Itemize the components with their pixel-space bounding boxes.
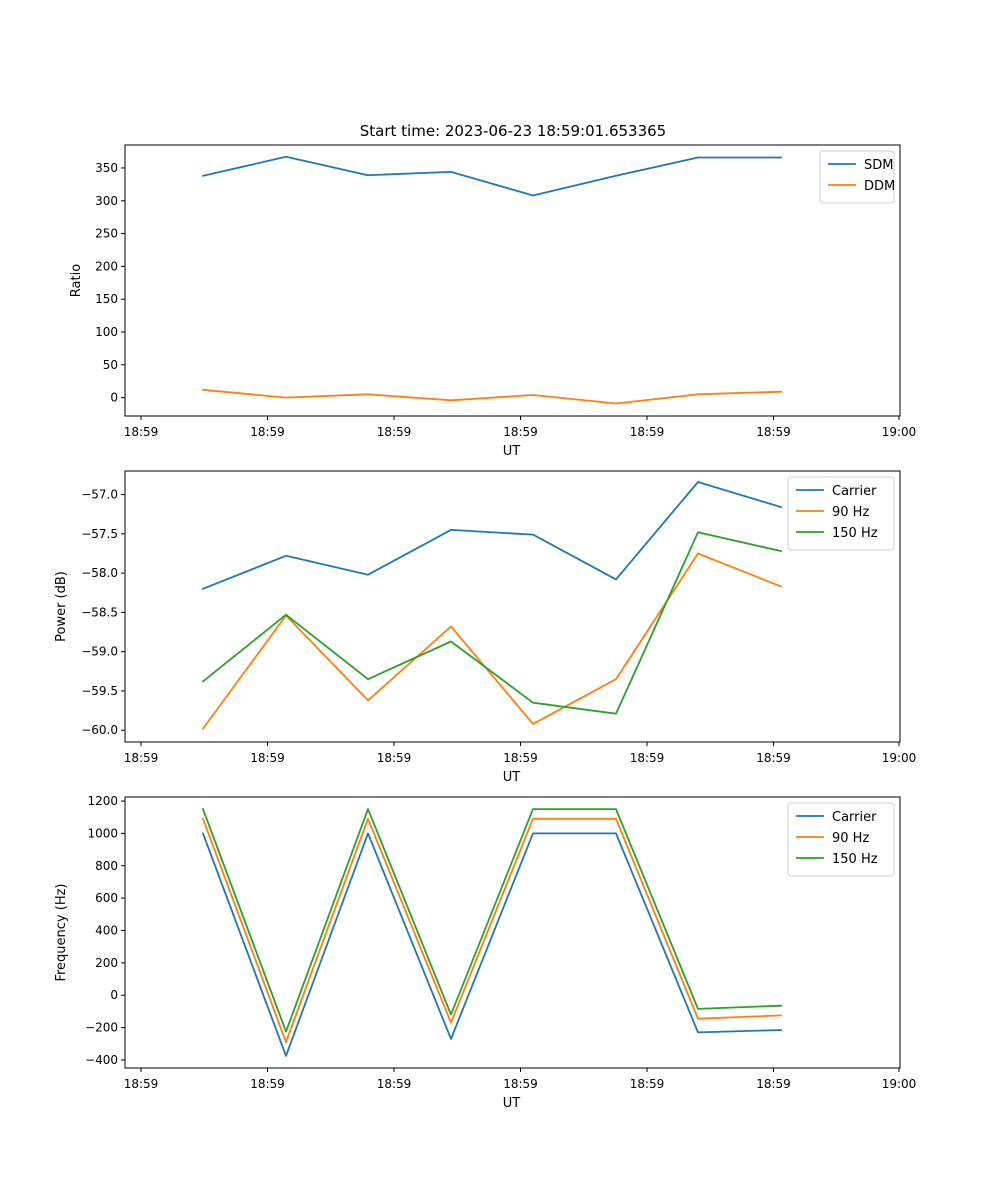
x-tick-label: 18:59 xyxy=(503,751,538,765)
x-axis-label: UT xyxy=(503,444,521,459)
axes-frame xyxy=(124,144,901,417)
y-tick-label: −57.5 xyxy=(81,527,118,541)
x-tick-label: 18:59 xyxy=(630,425,665,439)
y-tick-label: 350 xyxy=(95,161,118,175)
x-tick-label: 18:59 xyxy=(124,751,159,765)
y-tick-label: 250 xyxy=(95,227,118,241)
y-tick-label: 100 xyxy=(95,325,118,339)
axes-frame xyxy=(124,796,901,1069)
y-tick-label: 1200 xyxy=(87,794,118,808)
legend: Carrier 90 Hz 150 Hz xyxy=(787,802,895,877)
x-tick-label: 18:59 xyxy=(250,1077,285,1091)
y-tick-label: −59.0 xyxy=(81,645,118,659)
x-tick-label: 18:59 xyxy=(756,425,791,439)
y-tick-label: 200 xyxy=(95,956,118,970)
series-line-90-hz xyxy=(201,817,782,1043)
legend: SDM DDM xyxy=(819,150,895,204)
y-tick-label: 300 xyxy=(95,194,118,208)
y-tick-label: 600 xyxy=(95,891,118,905)
legend-entry: 90 Hz xyxy=(832,831,869,846)
legend-entry: 90 Hz xyxy=(832,505,869,520)
legend-entry: DDM xyxy=(864,179,895,194)
x-tick-label: 18:59 xyxy=(377,1077,412,1091)
series-line-150-hz xyxy=(201,531,783,715)
y-tick-label: −60.0 xyxy=(81,723,118,737)
y-tick-label: 200 xyxy=(95,259,118,273)
y-tick-label: 150 xyxy=(95,292,118,306)
y-axis-label: Frequency (Hz) xyxy=(54,883,69,981)
x-axis-label: UT xyxy=(503,1096,521,1111)
x-tick-label: 18:59 xyxy=(630,751,665,765)
chart-panel-1: 18:59 18:59 18:59 18:59 18:59 18:59 19:00 0 50 10… xyxy=(69,144,917,459)
chart-panel-2: 18:59 18:59 18:59 18:59 18:59 18:59 19:00 −60.0… xyxy=(54,470,917,785)
y-tick-label: 50 xyxy=(103,358,118,372)
series-line-150-hz xyxy=(201,807,782,1033)
x-tick-label: 18:59 xyxy=(630,1077,665,1091)
y-tick-label: −58.0 xyxy=(81,566,118,580)
series-line-ddm xyxy=(202,388,782,405)
legend-entry: 150 Hz xyxy=(832,526,878,541)
x-tick-label: 18:59 xyxy=(124,1077,159,1091)
x-tick-label: 18:59 xyxy=(756,1077,791,1091)
x-tick-label: 19:00 xyxy=(882,1077,917,1091)
x-tick-label: 18:59 xyxy=(250,425,285,439)
y-tick-label: 400 xyxy=(95,923,118,937)
y-axis-label: Power (dB) xyxy=(54,571,69,642)
y-axis-label: Ratio xyxy=(69,264,84,297)
series-line-sdm xyxy=(201,155,782,197)
panels: 18:59 18:59 18:59 18:59 18:59 18:59 19:00 0 50 10… xyxy=(54,144,917,1111)
y-tick-label: −400 xyxy=(85,1053,118,1067)
series-line-carrier xyxy=(201,481,783,590)
x-axis-label: UT xyxy=(503,770,521,785)
y-tick-label: −57.0 xyxy=(81,488,118,502)
legend-entry: Carrier xyxy=(832,810,877,825)
chart-title: Start time: 2023-06-23 18:59:01.653365 xyxy=(360,122,666,140)
x-tick-label: 18:59 xyxy=(503,425,538,439)
y-tick-label: 0 xyxy=(110,391,118,405)
x-tick-label: 18:59 xyxy=(377,425,412,439)
legend-entry: 150 Hz xyxy=(832,852,878,867)
x-tick-label: 19:00 xyxy=(882,751,917,765)
y-tick-label: −200 xyxy=(85,1021,118,1035)
x-tick-label: 18:59 xyxy=(377,751,412,765)
y-tick-label: −59.5 xyxy=(81,684,118,698)
x-tick-label: 18:59 xyxy=(250,751,285,765)
x-tick-label: 18:59 xyxy=(124,425,159,439)
y-tick-label: 1000 xyxy=(87,826,118,840)
legend-entry: SDM xyxy=(864,158,893,173)
x-tick-label: 18:59 xyxy=(503,1077,538,1091)
y-tick-label: 0 xyxy=(110,988,118,1002)
series-line-90-hz xyxy=(201,552,783,730)
chart-panel-3: 18:59 18:59 18:59 18:59 18:59 18:59 19:00 −400 −… xyxy=(54,794,916,1111)
axes-frame xyxy=(124,470,901,743)
y-tick-label: −58.5 xyxy=(81,605,118,619)
x-tick-label: 18:59 xyxy=(756,751,791,765)
y-tick-label: 800 xyxy=(95,859,118,873)
legend-entry: Carrier xyxy=(832,484,877,499)
series-line-carrier xyxy=(201,832,782,1057)
x-tick-label: 19:00 xyxy=(882,425,917,439)
legend: Carrier 90 Hz 150 Hz xyxy=(787,476,895,551)
